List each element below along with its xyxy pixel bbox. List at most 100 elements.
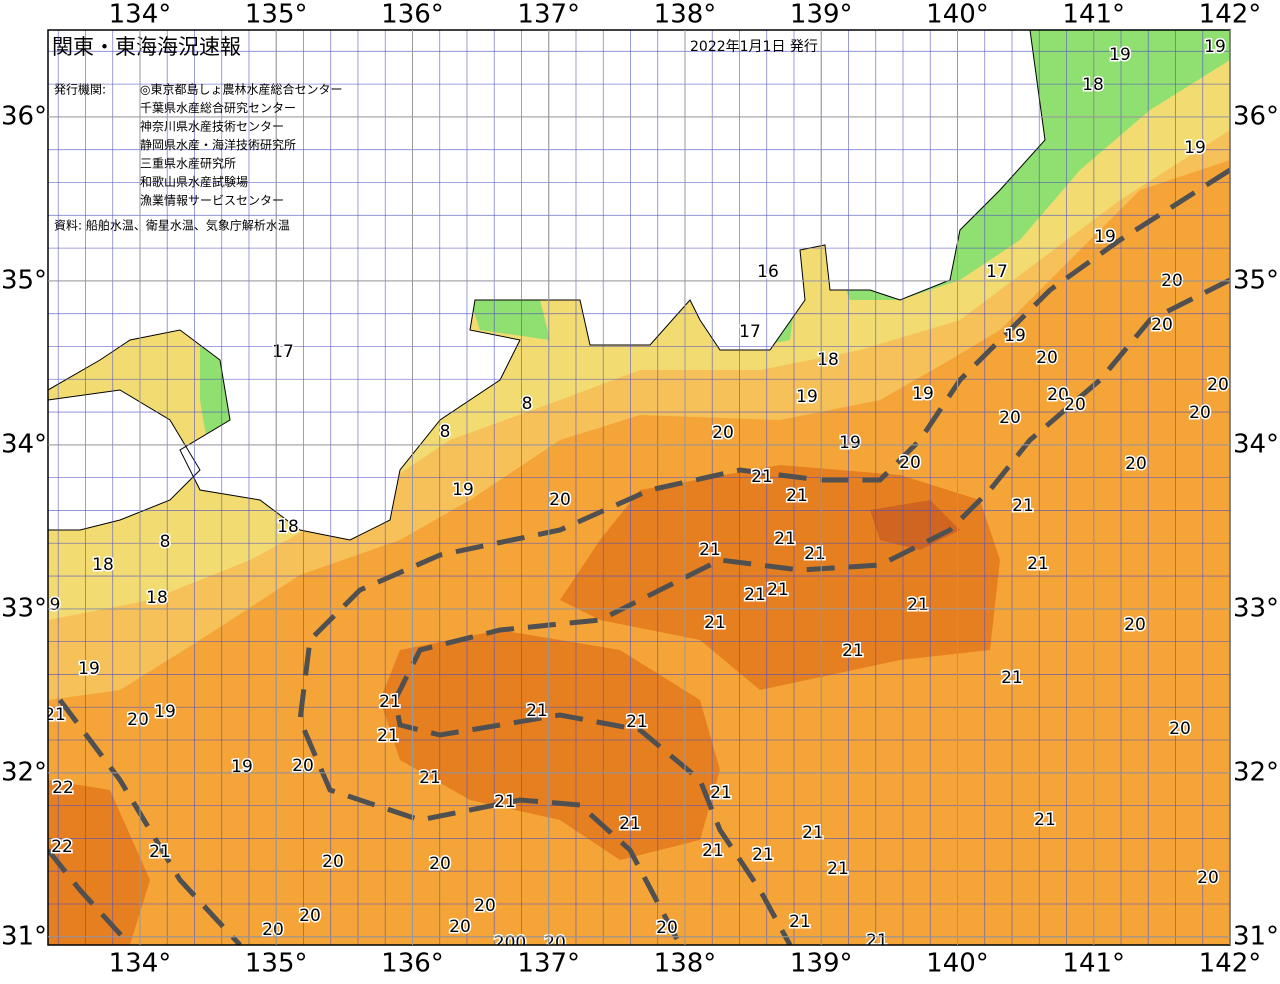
- contour-label: 21: [699, 540, 721, 560]
- contour-label: 21: [377, 726, 399, 746]
- contour-label: 19: [912, 384, 934, 404]
- current-line: [48, 698, 242, 945]
- current-lines: [48, 167, 1230, 945]
- contour-label: 21: [774, 529, 796, 549]
- contour-label: 20: [292, 756, 314, 776]
- warmest-sea: [48, 465, 1000, 945]
- y-tick-label: 32°: [1, 757, 47, 787]
- contour-label: 21: [907, 595, 929, 615]
- source-note: 資料: 船舶水温、衛星水温、気象庁解析水温: [54, 218, 290, 233]
- contour-label: 19: [839, 433, 861, 453]
- contour-label: 21: [1034, 810, 1056, 830]
- contour-label: 21: [704, 613, 726, 633]
- contour-label: 200: [494, 933, 526, 953]
- contour-label: 19: [796, 387, 818, 407]
- issuer: 静岡県水産・海洋技術研究所: [140, 137, 296, 152]
- contour-label: 20: [127, 710, 149, 730]
- x-tick-label: 138°: [654, 0, 717, 30]
- contour-label: 8: [160, 532, 171, 552]
- contour-label: 20: [1151, 315, 1173, 335]
- contour-label: 19: [1204, 37, 1226, 57]
- contour-label: 20: [1036, 348, 1058, 368]
- y-tick-label: 32°: [1233, 757, 1279, 787]
- x-tick-label: 139°: [790, 949, 853, 979]
- contour-label: 16: [757, 262, 779, 282]
- contour-label: 20: [549, 490, 571, 510]
- issuer-label: 発行機関:: [54, 82, 106, 97]
- contour-label: 21: [767, 580, 789, 600]
- issuer: ◎東京都島しょ農林水産総合センター: [140, 82, 342, 97]
- contour-label: 21: [526, 701, 548, 721]
- contour-label: 17: [739, 322, 761, 342]
- x-tick-label: 140°: [926, 949, 989, 979]
- contour-label: 19: [1094, 227, 1116, 247]
- issuer: 三重県水産研究所: [140, 156, 236, 171]
- issuer: 千葉県水産総合研究センター: [140, 100, 296, 115]
- contour-label: 21: [44, 705, 66, 725]
- contour-label: 21: [626, 712, 648, 732]
- y-tick-label: 33°: [1, 593, 47, 623]
- contour-label: 20: [1064, 395, 1086, 415]
- x-tick-label: 140°: [926, 0, 989, 30]
- contour-label: 20: [1125, 454, 1147, 474]
- x-tick-label: 135°: [245, 0, 308, 30]
- contour-label: 20: [262, 920, 284, 940]
- contour-label: 21: [827, 859, 849, 879]
- contour-label: 21: [494, 792, 516, 812]
- contour-label: 20: [1124, 615, 1146, 635]
- contour-label: 20: [299, 906, 321, 926]
- land: [48, 30, 1046, 541]
- contour-label: 21: [379, 692, 401, 712]
- contour-label: 20: [322, 852, 344, 872]
- contour-label: 21: [752, 845, 774, 865]
- contour-label: 21: [419, 768, 441, 788]
- contour-label: 20: [1189, 403, 1211, 423]
- contour-label: 20: [474, 896, 496, 916]
- contour-label: 20: [429, 854, 451, 874]
- contour-label: 19: [452, 480, 474, 500]
- y-tick-label: 34°: [1, 429, 47, 459]
- contour-label: 20: [1169, 719, 1191, 739]
- x-tick-label: 134°: [109, 949, 172, 979]
- contour-label: 21: [744, 585, 766, 605]
- contour-label: 21: [619, 814, 641, 834]
- contour-label: 19: [1109, 45, 1131, 65]
- y-tick-label: 36°: [1, 101, 47, 131]
- contour-label: 8: [522, 394, 533, 414]
- y-tick-label: 33°: [1233, 593, 1279, 623]
- x-tick-label: 136°: [381, 949, 444, 979]
- contour-label: 21: [1012, 496, 1034, 516]
- y-tick-label: 34°: [1233, 429, 1279, 459]
- y-tick-label: 36°: [1233, 101, 1279, 131]
- cold-sea: [200, 30, 1230, 460]
- contour-label: 20: [1197, 868, 1219, 888]
- contour-label: 17: [272, 342, 294, 362]
- contour-label: 17: [986, 262, 1008, 282]
- issuer: 和歌山県水産試験場: [140, 174, 248, 189]
- contour-label: 20: [1207, 375, 1229, 395]
- contour-label: 18: [277, 517, 299, 537]
- y-tick-label: 35°: [1, 265, 47, 295]
- contour-label: 21: [789, 912, 811, 932]
- x-tick-label: 137°: [517, 0, 580, 30]
- contour-label: 21: [804, 544, 826, 564]
- contour-label: 22: [51, 837, 73, 857]
- contour-label: 20: [449, 917, 471, 937]
- issuer: 神奈川県水産技術センター: [140, 119, 284, 134]
- current-line: [297, 167, 1230, 945]
- contour-label: 20: [999, 408, 1021, 428]
- map-title: 関東・東海海況速報: [52, 35, 241, 59]
- contour-label: 21: [1001, 668, 1023, 688]
- issuer: 漁業情報サービスセンター: [140, 194, 284, 208]
- contour-label: 21: [702, 841, 724, 861]
- x-tick-label: 139°: [790, 0, 853, 30]
- x-tick-label: 137°: [517, 949, 580, 979]
- contour-label: 18: [146, 588, 168, 608]
- contour-label: 21: [149, 842, 171, 862]
- contour-label: 18: [817, 350, 839, 370]
- x-tick-label: 142°: [1199, 949, 1262, 979]
- x-tick-label: 141°: [1062, 949, 1125, 979]
